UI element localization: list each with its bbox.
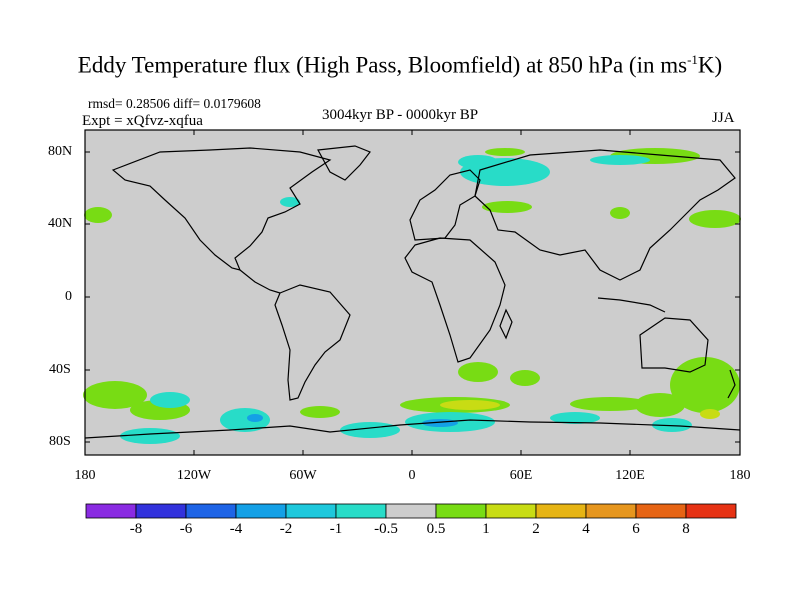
patch-south-indian: [510, 370, 540, 386]
patch-australia-yellow: [700, 409, 720, 419]
coast-australia: [639, 317, 709, 373]
patch-amundsen: [220, 408, 270, 432]
lon-ticks: [84, 130, 741, 455]
patch-north-atlantic-east: [485, 148, 525, 156]
colorbar-swatch: [185, 503, 237, 519]
colorbar-swatch: [85, 503, 137, 519]
lat-label-0: 0: [65, 289, 72, 304]
patch-southern-ocean-blue: [550, 412, 600, 424]
colorbar-label: 0.5: [426, 521, 446, 537]
lat-ticks: [85, 151, 740, 443]
lat-label-40n: 40N: [48, 216, 73, 231]
season-label: JJA: [712, 110, 735, 126]
colorbar-swatch: [685, 503, 737, 519]
colorbar-swatch: [135, 503, 187, 519]
colorbar-label: -4: [229, 521, 243, 537]
lon-label-0: 0: [408, 468, 416, 483]
lat-label-80n: 80N: [48, 144, 73, 159]
coast-madagascar: [499, 308, 513, 340]
patch-australia-south-blue: [652, 418, 692, 432]
patch-east-asia: [610, 207, 630, 219]
colorbar-swatch: [235, 503, 287, 519]
colorbar-swatch: [435, 503, 487, 519]
period-label: 3004kyr BP - 0000kyr BP: [322, 107, 479, 123]
colorbar-swatch: [585, 503, 637, 519]
colorbar-swatch: [635, 503, 687, 519]
lon-label-60e: 60E: [509, 468, 533, 483]
lon-label-60w: 60W: [289, 468, 317, 483]
patch-greenland-sea: [458, 155, 498, 169]
experiment-label: Expt = xQfvz-xqfua: [82, 113, 203, 129]
patch-central-asia: [482, 201, 532, 213]
coast-greenland: [317, 145, 371, 181]
lon-label-180w: 180: [74, 468, 96, 483]
colorbar-label: -8: [129, 521, 143, 537]
lat-label-40s: 40S: [49, 362, 71, 377]
coast-europe: [409, 169, 481, 241]
colorbar-label: -0.5: [374, 521, 398, 537]
colorbar-label: 6: [632, 521, 640, 537]
negative-anomaly-patches: [120, 155, 692, 444]
coast-new-zealand: [727, 369, 736, 399]
coast-central-america: [239, 269, 281, 294]
colorbar-swatch: [535, 503, 587, 519]
colorbar-swatch: [285, 503, 337, 519]
colorbar-label: 4: [582, 521, 590, 537]
lon-label-120e: 120E: [615, 468, 645, 483]
positive-strong-patches: [440, 400, 720, 419]
colorbar: [85, 503, 737, 519]
patch-north-atlantic-west: [280, 197, 300, 207]
coastlines: [84, 145, 741, 439]
patch-north-pacific-east: [689, 210, 741, 228]
colorbar-swatch: [485, 503, 537, 519]
stats-line: rmsd= 0.28506 diff= 0.0179608: [88, 96, 261, 111]
patch-arctic-east: [590, 155, 650, 165]
coast-indonesia: [597, 297, 666, 313]
colorbar-label: -6: [179, 521, 193, 537]
lon-label-180e: 180: [729, 468, 751, 483]
patch-southern-ocean-yellow: [440, 400, 500, 410]
patch-west-edge-north: [84, 207, 112, 223]
colorbar-label: 2: [532, 521, 540, 537]
chart-title: Eddy Temperature flux (High Pass, Bloomf…: [77, 52, 723, 78]
patch-south-pacific-west: [83, 381, 147, 409]
colorbar-swatch: [385, 503, 437, 519]
lon-label-120w: 120W: [176, 468, 212, 483]
positive-anomaly-patches: [83, 148, 741, 420]
coast-north-america: [111, 147, 332, 271]
patch-south-atlantic: [458, 362, 498, 382]
coast-antarctica: [84, 419, 741, 439]
patch-southern-ocean-east: [570, 397, 650, 411]
patch-south-pacific-blue: [150, 392, 190, 408]
colorbar-label: 8: [682, 521, 690, 537]
colorbar-swatch: [335, 503, 387, 519]
lat-label-80s: 80S: [49, 434, 71, 449]
coast-south-america: [274, 284, 351, 401]
patch-antarctic-peninsula-strong: [247, 414, 263, 422]
colorbar-label: -1: [329, 521, 343, 537]
patch-ross-sea: [120, 428, 180, 444]
coast-asia: [474, 149, 736, 281]
coast-africa: [404, 237, 506, 363]
colorbar-label: 1: [482, 521, 490, 537]
patch-australia-south: [635, 393, 685, 417]
patch-drake: [300, 406, 340, 418]
colorbar-label: -2: [279, 521, 293, 537]
